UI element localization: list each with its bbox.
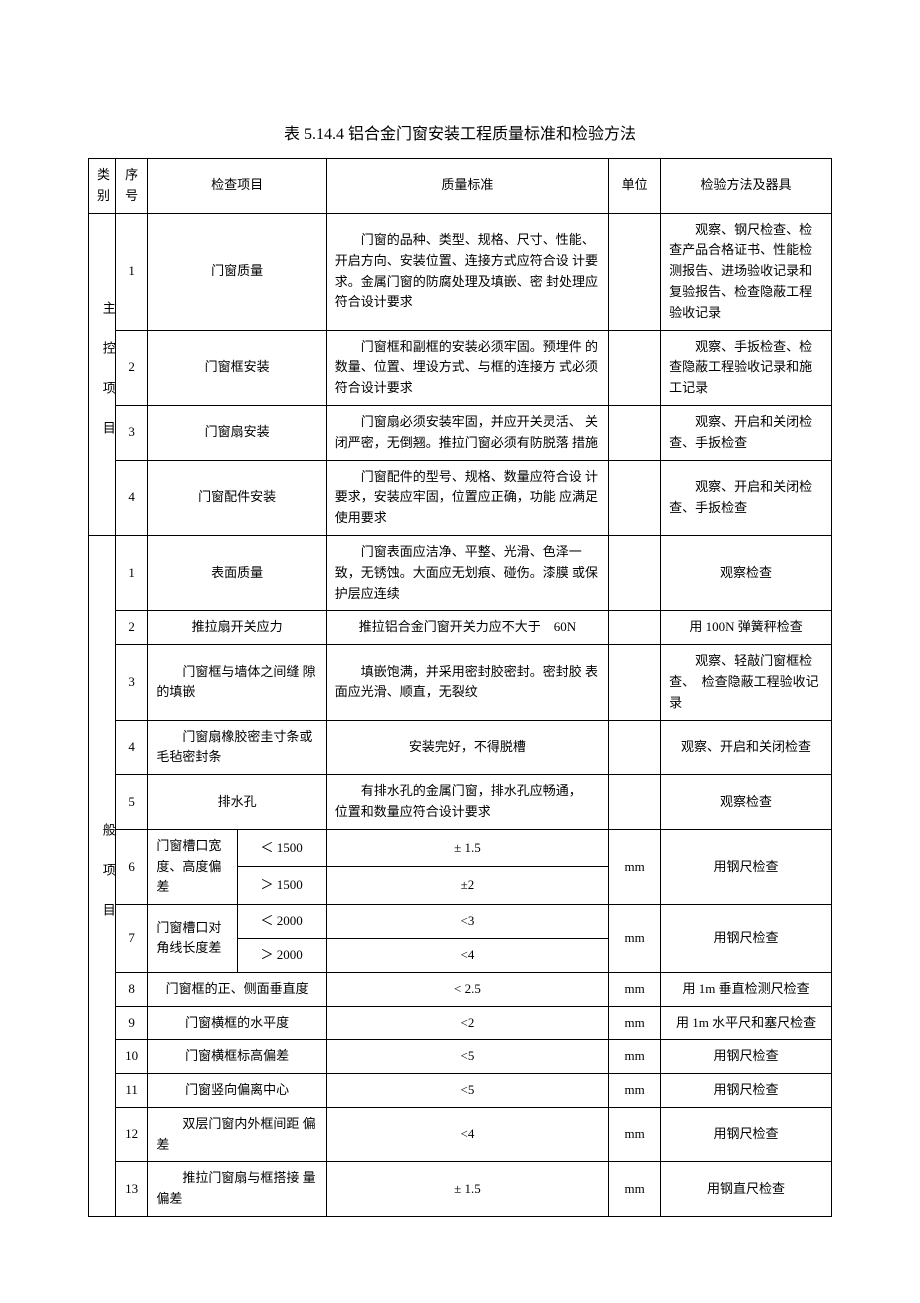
standards-table: 类 别序 号检查项目质量标准单位检验方法及器具主 控 项 目1门窗质量 门窗的品… [88,158,832,1217]
table-row: 5排水孔 有排水孔的金属门窗，排水孔应畅通， 位置和数量应符合设计要求观察检查 [89,775,832,830]
table-row: 4门窗配件安装 门窗配件的型号、规格、数量应符合设 计要求，安装应牢固，位置应正… [89,460,832,535]
table-row: 10门窗横框标高偏差<5mm用钢尺检查 [89,1040,832,1074]
page-title: 表 5.14.4 铝合金门窗安装工程质量标准和检验方法 [88,120,832,144]
col-method: 检验方法及器具 [661,159,832,214]
table-row: 2推拉扇开关应力推拉铝合金门窗开关力应不大于 60N用 100N 弹簧秤检查 [89,611,832,645]
table-row: 2门窗框安装 门窗框和副框的安装必须牢固。预埋件 的数量、位置、埋设方式、与框的… [89,330,832,405]
col-seq: 序 号 [115,159,148,214]
table-row: 3 门窗框与墙体之间缝 隙的填嵌 填嵌饱满，并采用密封胶密封。密封胶 表面应光滑… [89,645,832,720]
table-row: 12 双层门窗内外框间距 偏差<4mm用钢尺检查 [89,1107,832,1162]
col-item: 检查项目 [148,159,326,214]
table-row: 般 项 目1表面质量 门窗表面应洁净、平整、光滑、色泽一 致，无锈蚀。大面应无划… [89,535,832,610]
table-row: 6门窗槽口宽 度、高度偏差＜ 1500± 1.5mm用钢尺检查 [89,829,832,867]
col-standard: 质量标准 [326,159,608,214]
col-unit: 单位 [609,159,661,214]
table-row: 3门窗扇安装 门窗扇必须安装牢固，并应开关灵活、 关闭严密，无倒翘。推拉门窗必须… [89,405,832,460]
table-row: 7门窗槽口对 角线长度差＜ 2000<3mm用钢尺检查 [89,905,832,939]
table-row: 类 别序 号检查项目质量标准单位检验方法及器具 [89,159,832,214]
table-row: 13 推拉门窗扇与框搭接 量偏差± 1.5mm用钢直尺检查 [89,1162,832,1217]
table-row: 主 控 项 目1门窗质量 门窗的品种、类型、规格、尺寸、性能、开启方向、安装位置… [89,213,832,330]
col-category: 类 别 [89,159,116,214]
table-row: 4 门窗扇橡胶密圭寸条或毛毡密封条安装完好，不得脱槽观察、开启和关闭检查 [89,720,832,775]
table-row: 11门窗竖向偏离中心<5mm用钢尺检查 [89,1074,832,1108]
table-row: 9门窗横框的水平度<2mm用 1m 水平尺和塞尺检查 [89,1006,832,1040]
category-general: 般 项 目 [89,535,116,1216]
category-main: 主 控 项 目 [89,213,116,535]
table-row: 8门窗框的正、侧面垂直度< 2.5mm用 1m 垂直检测尺检查 [89,972,832,1006]
